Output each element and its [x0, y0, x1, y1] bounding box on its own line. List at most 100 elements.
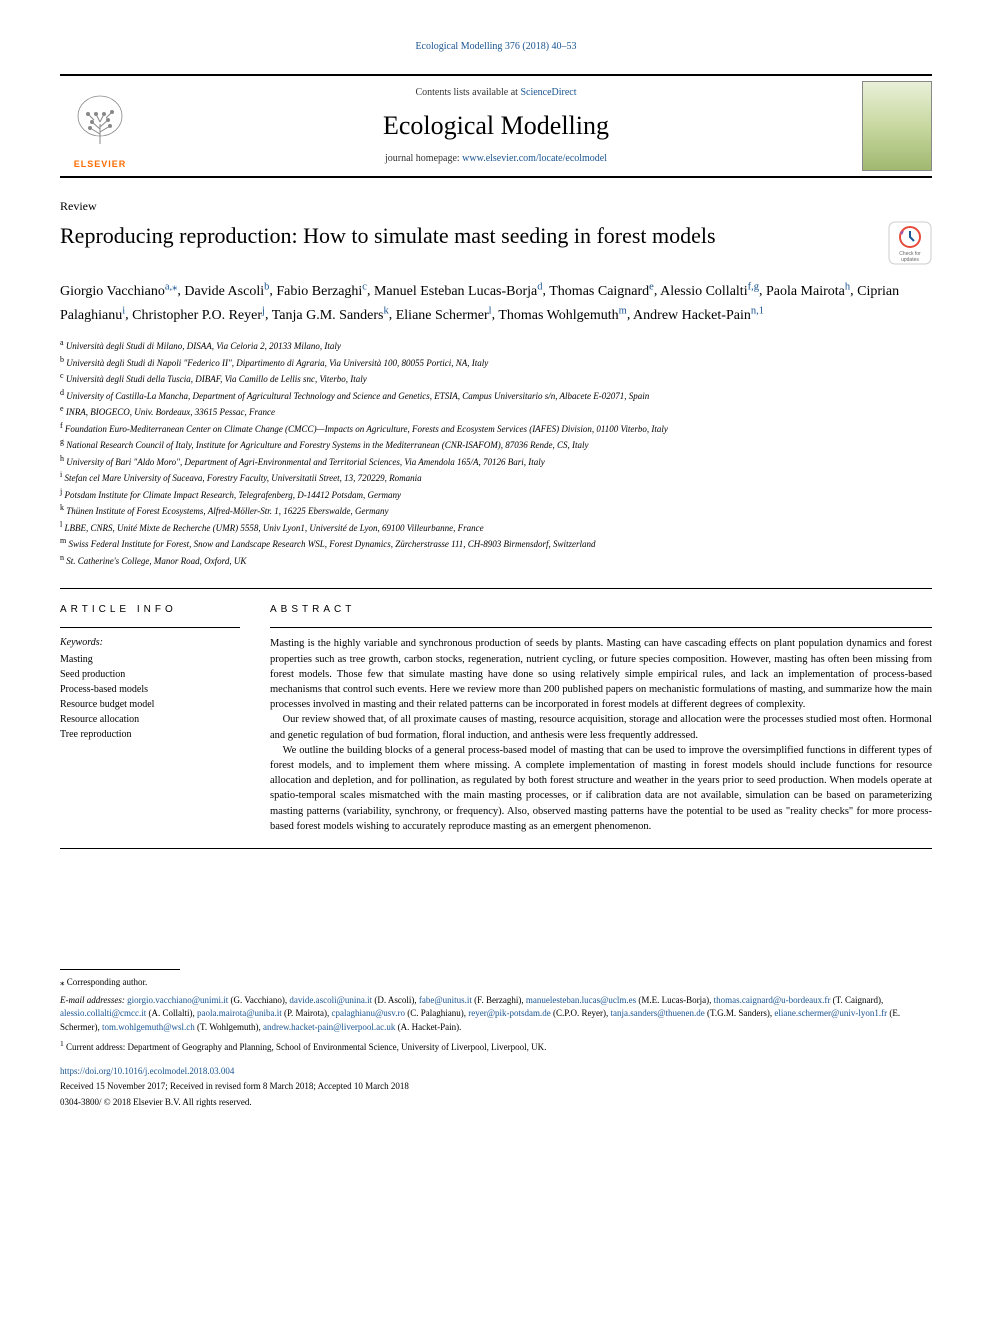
- author-email[interactable]: giorgio.vacchiano@unimi.it: [127, 995, 228, 1005]
- homepage-link[interactable]: www.elsevier.com/locate/ecolmodel: [462, 153, 607, 164]
- abstract-column: ABSTRACT Masting is the highly variable …: [270, 603, 932, 834]
- affiliations-list: a Università degli Studi di Milano, DISA…: [60, 337, 932, 568]
- email-author-name: (T. Caignard): [833, 995, 881, 1005]
- corresponding-author-note: ⁎ Corresponding author.: [60, 976, 932, 990]
- elsevier-label: ELSEVIER: [74, 158, 127, 171]
- footnote-sup: 1: [60, 1039, 64, 1048]
- email-author-name: (C. Palaghianu): [407, 1008, 464, 1018]
- author-affil-sup: k: [383, 305, 388, 316]
- article-title: Reproducing reproduction: How to simulat…: [60, 221, 876, 252]
- email-author-name: (M.E. Lucas-Borja): [638, 995, 709, 1005]
- current-address-text: Current address: Department of Geography…: [66, 1042, 546, 1052]
- author-email[interactable]: paola.mairota@uniba.it: [197, 1008, 282, 1018]
- copyright-line: 0304-3800/ © 2018 Elsevier B.V. All righ…: [60, 1096, 932, 1110]
- affiliation: b Università degli Studi di Napoli "Fede…: [60, 354, 932, 371]
- keyword: Resource budget model: [60, 697, 240, 712]
- author-email[interactable]: thomas.caignard@u-bordeaux.fr: [714, 995, 831, 1005]
- author-affil-sup: d: [537, 281, 542, 292]
- affiliation: e INRA, BIOGECO, Univ. Bordeaux, 33615 P…: [60, 403, 932, 420]
- section-divider: [60, 588, 932, 589]
- author-email[interactable]: davide.ascoli@unina.it: [289, 995, 372, 1005]
- article-type: Review: [60, 198, 932, 215]
- elsevier-tree-icon: [70, 94, 130, 154]
- author: Christopher P.O. Reyerj: [132, 308, 265, 323]
- abstract-heading: ABSTRACT: [270, 603, 932, 617]
- author-affil-sup: e: [649, 281, 654, 292]
- journal-homepage: journal homepage: www.elsevier.com/locat…: [150, 152, 842, 166]
- homepage-prefix: journal homepage:: [385, 153, 462, 164]
- affil-key: a: [60, 338, 64, 347]
- author-email[interactable]: fabe@unitus.it: [419, 995, 472, 1005]
- doi-link[interactable]: https://doi.org/10.1016/j.ecolmodel.2018…: [60, 1065, 932, 1079]
- footer: ⁎ Corresponding author. E-mail addresses…: [60, 969, 932, 1109]
- email-author-name: (A. Collalti): [149, 1008, 193, 1018]
- affiliation: k Thünen Institute of Forest Ecosystems,…: [60, 502, 932, 519]
- keyword: Tree reproduction: [60, 727, 240, 742]
- affil-key: n: [60, 553, 64, 562]
- affiliation: l LBBE, CNRS, Unité Mixte de Recherche (…: [60, 519, 932, 536]
- info-divider: [60, 627, 240, 628]
- article-info-column: ARTICLE INFO Keywords: MastingSeed produ…: [60, 603, 240, 834]
- author-affil-sup: i: [122, 305, 125, 316]
- author-email[interactable]: cpalaghianu@usv.ro: [332, 1008, 405, 1018]
- affil-key: e: [60, 404, 64, 413]
- footnote-rule: [60, 969, 180, 970]
- elsevier-logo[interactable]: ELSEVIER: [60, 76, 140, 176]
- svg-text:updates: updates: [901, 257, 919, 263]
- author: Davide Ascolib: [184, 284, 269, 299]
- affil-key: f: [60, 421, 63, 430]
- email-author-name: (A. Hacket-Pain): [398, 1022, 459, 1032]
- author: Eliane Schermerl: [396, 308, 492, 323]
- affil-key: i: [60, 470, 62, 479]
- author-affil-sup: n,1: [751, 305, 764, 316]
- abstract-paragraph: Masting is the highly variable and synch…: [270, 636, 932, 712]
- author: Alessio Collaltif,g: [660, 284, 759, 299]
- current-address-note: 1 Current address: Department of Geograp…: [60, 1038, 932, 1055]
- author-email[interactable]: tom.wohlgemuth@wsl.ch: [102, 1022, 195, 1032]
- affil-key: m: [60, 536, 66, 545]
- affiliation: a Università degli Studi di Milano, DISA…: [60, 337, 932, 354]
- keywords-label: Keywords:: [60, 636, 240, 650]
- contents-prefix: Contents lists available at: [415, 87, 520, 98]
- author-affil-sup: l: [489, 305, 492, 316]
- author-affil-sup: c: [362, 281, 367, 292]
- author-affil-sup: a,⁎: [165, 281, 178, 292]
- author-email[interactable]: alessio.collalti@cmcc.it: [60, 1008, 146, 1018]
- keyword: Seed production: [60, 667, 240, 682]
- abstract-paragraph: Our review showed that, of all proximate…: [270, 712, 932, 742]
- keywords-list: MastingSeed productionProcess-based mode…: [60, 652, 240, 742]
- author: Thomas Wohlgemuthm: [498, 308, 627, 323]
- email-author-name: (F. Berzaghi): [474, 995, 521, 1005]
- author-affil-sup: m: [619, 305, 627, 316]
- affil-key: l: [60, 520, 62, 529]
- author-email[interactable]: manuelesteban.lucas@uclm.es: [526, 995, 636, 1005]
- author-affil-sup: b: [264, 281, 269, 292]
- keyword: Masting: [60, 652, 240, 667]
- email-author-name: (D. Ascoli): [374, 995, 414, 1005]
- author-email[interactable]: reyer@pik-potsdam.de: [468, 1008, 551, 1018]
- author-email[interactable]: eliane.schermer@univ-lyon1.fr: [774, 1008, 887, 1018]
- author: Fabio Berzaghic: [276, 284, 367, 299]
- affiliation: d University of Castilla-La Mancha, Depa…: [60, 387, 932, 404]
- email-label: E-mail addresses:: [60, 995, 127, 1005]
- contents-line: Contents lists available at ScienceDirec…: [150, 86, 842, 100]
- journal-cover-thumbnail[interactable]: [862, 81, 932, 171]
- check-updates-badge[interactable]: Check for updates: [888, 221, 932, 265]
- author-email[interactable]: andrew.hacket-pain@liverpool.ac.uk: [263, 1022, 395, 1032]
- affil-key: j: [60, 487, 62, 496]
- author-affil-sup: j: [262, 305, 265, 316]
- author: Andrew Hacket-Painn,1: [633, 308, 764, 323]
- author-email[interactable]: tanja.sanders@thuenen.de: [610, 1008, 704, 1018]
- email-addresses: E-mail addresses: giorgio.vacchiano@unim…: [60, 994, 932, 1035]
- email-author-name: (T.G.M. Sanders): [707, 1008, 770, 1018]
- journal-reference: Ecological Modelling 376 (2018) 40–53: [60, 40, 932, 54]
- received-dates: Received 15 November 2017; Received in r…: [60, 1080, 932, 1094]
- abstract-paragraph: We outline the building blocks of a gene…: [270, 743, 932, 834]
- sciencedirect-link[interactable]: ScienceDirect: [520, 87, 576, 98]
- keyword: Resource allocation: [60, 712, 240, 727]
- keyword: Process-based models: [60, 682, 240, 697]
- email-author-name: (P. Mairota): [284, 1008, 327, 1018]
- author: Paola Mairotah: [766, 284, 850, 299]
- journal-header: ELSEVIER Contents lists available at Sci…: [60, 74, 932, 178]
- affiliation: c Università degli Studi della Tuscia, D…: [60, 370, 932, 387]
